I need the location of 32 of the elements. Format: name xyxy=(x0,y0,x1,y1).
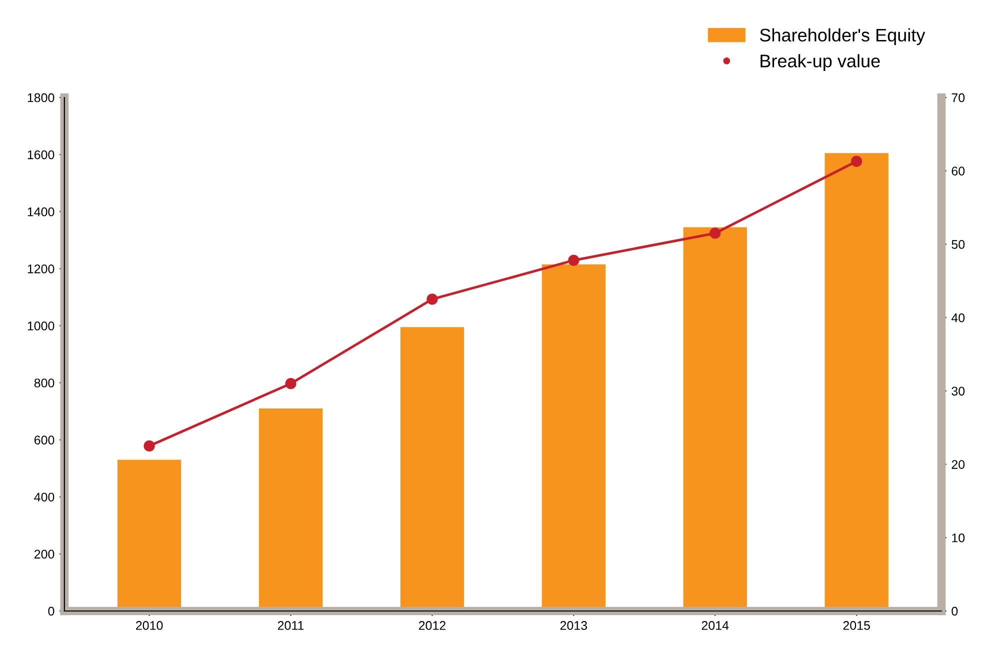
y2-tick-label: 60 xyxy=(952,166,965,176)
point xyxy=(710,228,721,239)
y-tick-label: 800 xyxy=(34,378,54,388)
x-tick-label: 2012 xyxy=(418,621,446,630)
x-tick-label: 2010 xyxy=(136,621,163,630)
point xyxy=(568,254,580,266)
point xyxy=(851,156,862,167)
legend-label: Break-up value xyxy=(760,54,880,71)
y2-tick-label: 10 xyxy=(952,533,965,542)
y2-tick-label: 0 xyxy=(952,606,958,616)
y-tick-label: 200 xyxy=(34,550,54,559)
y-tick-label: 1400 xyxy=(28,207,54,216)
y-tick-label: 1600 xyxy=(28,150,54,160)
point xyxy=(285,378,296,390)
y-tick-label: 0 xyxy=(48,606,54,616)
y-tick-label: 400 xyxy=(34,492,54,502)
y-tick-label: 1200 xyxy=(28,264,54,274)
point xyxy=(144,440,155,452)
y-tick-label: 1000 xyxy=(28,322,54,330)
x-tick-label: 2014 xyxy=(702,621,729,630)
y2-tick-label: 50 xyxy=(952,240,965,249)
y2-tick-label: 20 xyxy=(952,460,965,469)
y2-tick-label: 30 xyxy=(952,386,965,396)
y2-tick-label: 70 xyxy=(952,93,965,102)
legend-label: Shareholder's Equity xyxy=(760,28,926,46)
y2-tick-label: 40 xyxy=(951,313,965,322)
x-tick-label: 2011 xyxy=(278,621,304,630)
point xyxy=(426,294,438,305)
y-tick-label: 600 xyxy=(34,436,54,444)
y-tick-label: 1800 xyxy=(28,93,54,102)
x-tick-label: 2015 xyxy=(843,621,870,630)
x-tick-label: 2013 xyxy=(560,621,588,630)
